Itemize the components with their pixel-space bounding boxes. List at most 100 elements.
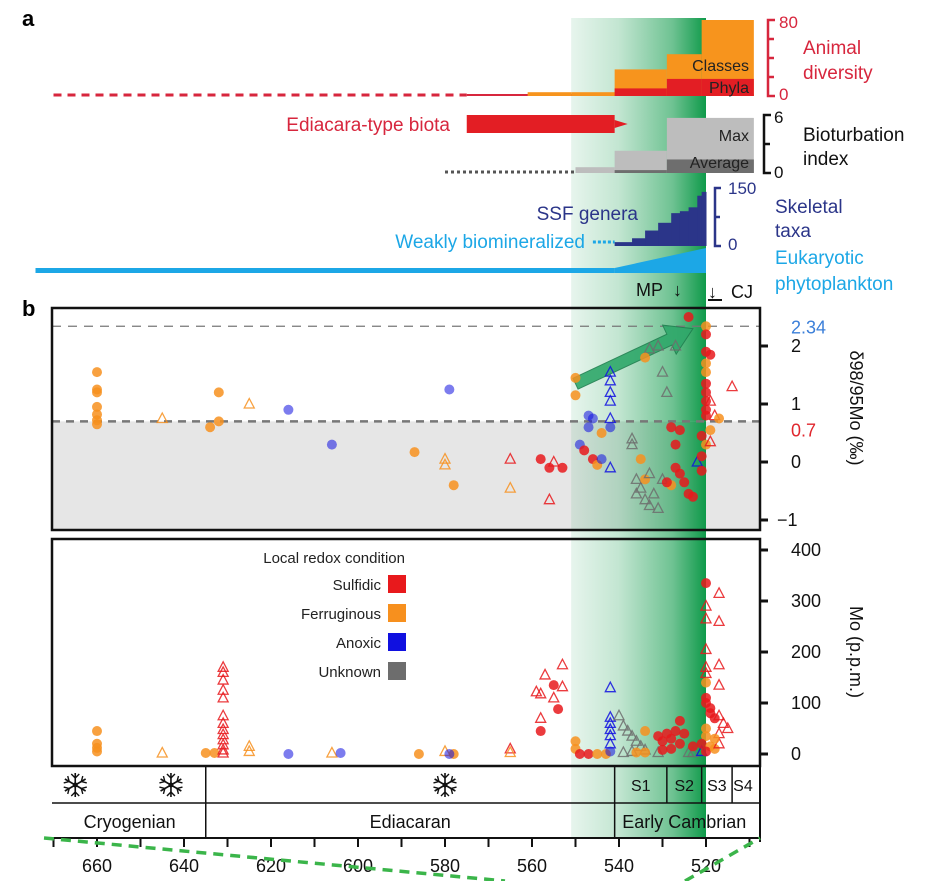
data-point-unknown — [639, 492, 652, 505]
snowflake-barb — [433, 786, 440, 795]
data-point-ferruginous — [92, 387, 102, 398]
phyla-label: Phyla — [709, 80, 749, 97]
timescale: Cryogenian Ediacaran Early Cambrian S1 S2 S3 S… — [43, 766, 761, 881]
period-label: Ediacaran — [370, 812, 451, 832]
snowflake-barb — [159, 786, 166, 795]
data-point-sulfidic — [674, 738, 685, 749]
data-point-unknown — [625, 729, 639, 741]
y-axis-title: δ98/95Mo (‰) — [846, 350, 866, 465]
ssf-step — [632, 238, 646, 246]
mp-label: MP — [636, 280, 663, 300]
bioturbation-max-step — [575, 167, 615, 173]
data-point-ferruginous — [504, 481, 517, 493]
y-tick-label: 200 — [791, 642, 821, 662]
reference-label: 2.34 — [791, 317, 826, 337]
bioturbation-avg-step — [666, 159, 754, 173]
ssf-step — [679, 211, 690, 246]
data-point-ferruginous — [92, 419, 102, 430]
data-point-anoxic — [326, 439, 337, 450]
data-point-sulfidic — [712, 708, 726, 721]
data-point-sulfidic — [674, 425, 685, 436]
animal-axis — [766, 18, 775, 98]
bioturbation-axis — [762, 113, 771, 175]
data-point-unknown — [660, 385, 673, 398]
data-point-sulfidic — [717, 716, 730, 729]
ssf-step — [614, 242, 633, 246]
y-axis-title: Mo (p.p.m.) — [846, 606, 866, 698]
data-point-ferruginous — [156, 411, 169, 424]
data-point-anoxic — [604, 373, 617, 386]
snowflake-barb — [440, 773, 450, 779]
data-point-sulfidic — [217, 746, 230, 758]
data-point-sulfidic — [583, 749, 594, 759]
data-point-ferruginous — [156, 746, 169, 758]
data-point-sulfidic — [547, 455, 560, 467]
snowflake-barb — [159, 775, 166, 784]
data-point-unknown — [656, 365, 669, 377]
data-point-unknown — [625, 437, 639, 450]
skeletal-axis-tick: 150 — [728, 179, 756, 198]
stage-label: S3 — [707, 778, 727, 795]
data-point-ferruginous — [438, 458, 452, 470]
data-point-sulfidic — [535, 454, 546, 465]
data-point-anoxic — [283, 404, 294, 415]
data-point-ferruginous — [200, 747, 211, 758]
data-point-ferruginous — [640, 726, 651, 737]
data-point-ferruginous — [243, 397, 256, 409]
legend-swatch-ferruginous — [388, 604, 406, 622]
panel-b-mo-ppm: 0 100 200 300 400 Mo (p.p.m.) Local redox cond… — [50, 537, 866, 768]
ssf-step — [671, 213, 681, 246]
x-tick-label: 520 — [691, 856, 721, 876]
max-label: Max — [719, 128, 749, 145]
data-point-ferruginous — [701, 731, 711, 742]
x-tick-label: 620 — [256, 856, 286, 876]
data-point-sulfidic — [701, 387, 711, 398]
panel-b-d98mo: 2.34 0.7 −1 0 1 2 δ98/95Mo (‰) — [50, 306, 866, 532]
data-point-unknown — [617, 745, 630, 758]
data-point-sulfidic — [543, 492, 556, 505]
data-point-ferruginous — [631, 747, 642, 758]
stage-label: S4 — [733, 778, 753, 795]
data-point-sulfidic — [556, 679, 569, 692]
snowflake-barb — [176, 786, 183, 795]
skeletal-axis — [713, 186, 721, 248]
snowflake-barb — [433, 775, 440, 784]
data-point-sulfidic — [704, 394, 717, 406]
stage-label: S2 — [674, 778, 694, 795]
ssf-step — [688, 207, 698, 246]
data-point-sulfidic — [661, 477, 672, 488]
ediacara-bar — [466, 115, 615, 133]
snowflake-center — [168, 782, 174, 788]
data-point-sulfidic — [687, 491, 698, 502]
animal-title-1: Animal — [803, 38, 861, 59]
classes-label: Classes — [692, 58, 749, 75]
legend-swatch-unknown — [388, 662, 406, 680]
data-point-ferruginous — [213, 387, 224, 398]
data-point-ferruginous — [448, 480, 459, 491]
snowflake-center — [442, 782, 448, 788]
data-point-sulfidic — [217, 708, 230, 721]
data-point-ferruginous — [570, 390, 581, 401]
data-point-sulfidic — [217, 743, 230, 755]
data-point-sulfidic — [712, 657, 726, 670]
snowflake-barb — [63, 786, 71, 795]
phyto-title-1: Eukaryotic — [775, 248, 864, 269]
data-point-anoxic — [587, 413, 598, 424]
data-point-ferruginous — [325, 746, 338, 758]
data-point-ferruginous — [701, 358, 711, 369]
phyla-step — [666, 78, 702, 96]
data-point-sulfidic — [687, 741, 698, 752]
data-point-sulfidic — [548, 680, 559, 691]
data-point-sulfidic — [666, 743, 677, 754]
data-point-sulfidic — [217, 716, 230, 729]
legend-label: Sulfidic — [333, 577, 382, 594]
snowflake-barb — [166, 773, 176, 779]
stage-label: S1 — [631, 778, 651, 795]
data-point-ferruginous — [243, 739, 256, 751]
data-point-sulfidic — [534, 686, 547, 699]
data-point-ferruginous — [709, 743, 720, 754]
data-point-unknown — [643, 342, 656, 354]
data-point-sulfidic — [696, 451, 707, 462]
data-point-sulfidic — [666, 733, 677, 744]
